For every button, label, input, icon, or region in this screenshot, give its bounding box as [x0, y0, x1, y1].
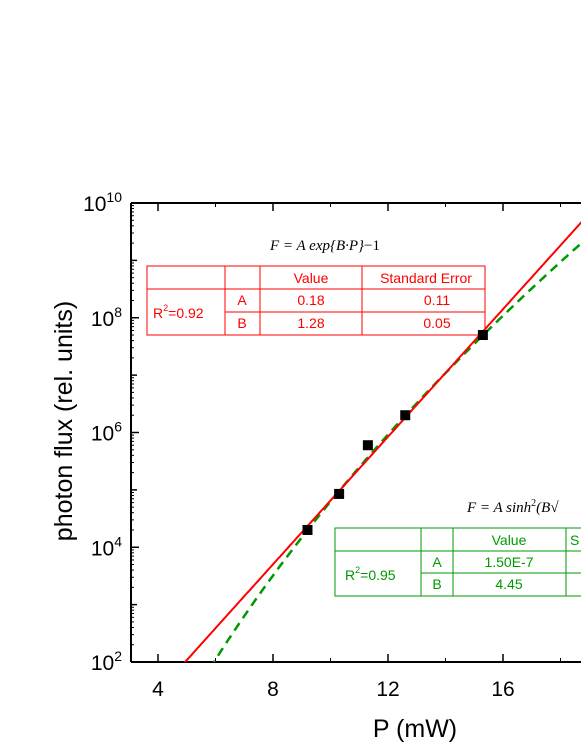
fit1-r2: R2=0.92: [153, 303, 204, 321]
fit1-param-a: A: [237, 292, 247, 308]
fit2-value-a: 1.50E-7: [484, 554, 533, 570]
data-point: [334, 488, 345, 499]
data-point: [400, 410, 411, 421]
fit2-r2: R2=0.95: [345, 565, 396, 583]
fit2-curve: [212, 241, 581, 662]
x-tick-labels: 4 8 12 16: [152, 678, 515, 701]
x-tick-label: 12: [376, 678, 399, 701]
fit2-param-b: B: [432, 576, 441, 592]
plot-frame: [130, 202, 581, 663]
data-point: [362, 440, 373, 451]
fit1-err-b: 0.05: [423, 315, 450, 331]
data-point: [477, 330, 488, 341]
fit1-header-error: Standard Error: [380, 270, 472, 286]
y-axis-label: photon flux (rel. units): [50, 301, 78, 541]
x-tick-label: 16: [491, 678, 514, 701]
axis-ticks: [131, 203, 561, 663]
fit2-formula: F = A sinh2(B√: [466, 498, 559, 516]
y-tick-label: 108: [91, 304, 122, 331]
fit2-table-text: Value S R2=0.95 A B 1.50E-7 4.45: [345, 532, 579, 592]
fit1-table: [146, 265, 486, 336]
fit1-header-value: Value: [294, 270, 329, 286]
fit2-table: [334, 527, 581, 597]
fit1-curve: [183, 221, 581, 662]
fit2-header-error: S: [570, 532, 579, 548]
y-tick-label: 104: [91, 533, 122, 560]
x-tick-label: 4: [152, 678, 164, 701]
y-tick-labels: 102 104 106 108 1010: [83, 189, 122, 675]
y-tick-label: 1010: [83, 189, 122, 216]
fit2-header-value: Value: [492, 532, 527, 548]
y-tick-label: 106: [91, 419, 122, 446]
fit1-param-b: B: [237, 315, 246, 331]
fit2-value-b: 4.45: [495, 576, 522, 592]
fit2-param-a: A: [432, 554, 442, 570]
data-points: [302, 330, 488, 535]
fit1-value-b: 1.28: [297, 315, 324, 331]
fit1-err-a: 0.11: [424, 292, 450, 308]
fit1-value-a: 0.18: [297, 292, 324, 308]
x-tick-label: 8: [267, 678, 279, 701]
x-axis-label: P (mW): [373, 715, 457, 743]
y-tick-label: 102: [91, 648, 122, 675]
data-point: [302, 524, 313, 535]
fit1-formula: F = A exp{B·P}−1: [269, 238, 380, 254]
fit1-table-text: Value Standard Error R2=0.92 A B 0.18 1.…: [153, 270, 472, 331]
